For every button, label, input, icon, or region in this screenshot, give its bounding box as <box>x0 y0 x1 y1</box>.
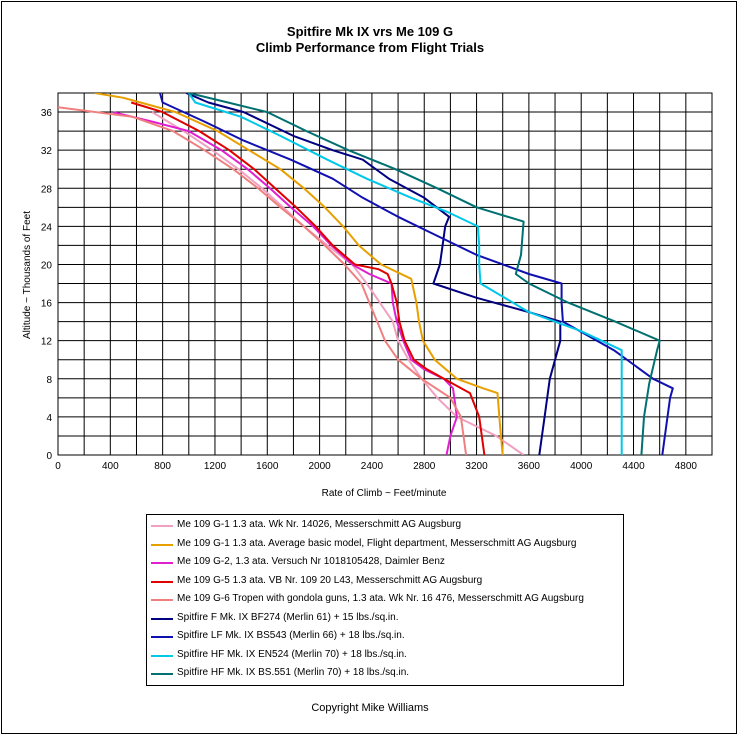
legend-label: Me 109 G-5 1.3 ata. VB Nr. 109 20 L43, M… <box>177 574 483 586</box>
legend-label: Me 109 G-6 Tropen with gondola guns, 1.3… <box>177 593 584 604</box>
legend-label: Spitfire F Mk. IX BF274 (Merlin 61) + 15… <box>177 611 399 623</box>
series-lines <box>58 93 674 455</box>
y-tick-label: 36 <box>41 108 53 119</box>
legend-swatch <box>151 580 173 583</box>
legend-swatch <box>151 673 173 675</box>
x-tick-label: 3200 <box>465 461 488 472</box>
series-line-7 <box>159 93 674 455</box>
copyright-text: Copyright Mike Williams <box>311 702 429 714</box>
x-tick-label: 1600 <box>256 461 279 472</box>
chart-subtitle: Climb Performance from Flight Trials <box>255 40 485 55</box>
x-tick-label: 2400 <box>361 461 384 472</box>
legend-item: Me 109 G-5 1.3 ata. VB Nr. 109 20 L43, M… <box>147 574 623 590</box>
y-tick-label: 8 <box>46 375 52 386</box>
y-tick-label: 20 <box>41 260 53 271</box>
legend-swatch <box>151 543 173 546</box>
y-tick-label: 0 <box>46 451 52 462</box>
legend-item: Me 109 G-6 Tropen with gondola guns, 1.3… <box>147 592 623 608</box>
series-line-8 <box>187 93 623 455</box>
legend-swatch <box>151 617 173 620</box>
y-axis-label: Altitude ~ Thousands of Feet <box>22 211 33 339</box>
x-tick-label: 2800 <box>413 461 436 472</box>
legend: Me 109 G-1 1.3 ata. Wk Nr. 14026, Messer… <box>146 514 624 686</box>
legend-label: Spitfire LF Mk. IX BS543 (Merlin 66) + 1… <box>177 630 405 641</box>
y-tick-label: 24 <box>41 222 53 233</box>
legend-label: Spitfire HF Mk. IX BS.551 (Merlin 70) + … <box>177 667 410 678</box>
legend-item: Me 109 G-2, 1.3 ata. Versuch Nr 10181054… <box>147 555 623 571</box>
x-tick-label: 2000 <box>308 461 331 472</box>
y-tick-label: 28 <box>41 184 53 195</box>
x-tick-label: 3600 <box>518 461 541 472</box>
x-axis-label: Rate of Climb ~ Feet/minute <box>322 488 447 499</box>
chart-title: Spitfire Mk IX vrs Me 109 G <box>286 24 454 39</box>
legend-label: Me 109 G-1 1.3 ata. Wk Nr. 14026, Messer… <box>177 519 462 530</box>
series-line-6 <box>185 93 562 455</box>
legend-swatch <box>151 525 173 527</box>
plot-area <box>57 92 713 456</box>
y-tick-label: 16 <box>41 299 53 310</box>
y-tick-label: 4 <box>46 413 52 424</box>
series-line-1 <box>151 111 525 455</box>
legend-swatch <box>151 636 173 638</box>
series-line-5 <box>58 106 468 455</box>
legend-item: Spitfire F Mk. IX BF274 (Merlin 61) + 15… <box>147 611 623 627</box>
series-line-2 <box>94 93 504 455</box>
legend-item: Spitfire HF Mk. IX BS.551 (Merlin 70) + … <box>147 666 623 682</box>
grid <box>57 92 713 456</box>
legend-label: Spitfire HF Mk. IX EN524 (Merlin 70) + 1… <box>177 648 407 660</box>
x-tick-label: 4400 <box>622 461 645 472</box>
legend-label: Me 109 G-2, 1.3 ata. Versuch Nr 10181054… <box>177 556 445 567</box>
legend-label: Me 109 G-1 1.3 ata. Average basic model,… <box>177 537 577 549</box>
legend-item: Spitfire LF Mk. IX BS543 (Merlin 66) + 1… <box>147 629 623 645</box>
x-tick-label: 400 <box>102 461 119 472</box>
tick-labels: 0 400 800 1200 1600 2000 2400 2800 3200 3600 4000 4… <box>41 108 698 472</box>
legend-item: Me 109 G-1 1.3 ata. Average basic model,… <box>147 537 623 553</box>
x-tick-label: 0 <box>55 461 61 472</box>
series-line-4 <box>130 101 486 455</box>
x-tick-label: 4000 <box>570 461 593 472</box>
x-tick-label: 800 <box>154 461 171 472</box>
series-line-3 <box>112 111 458 455</box>
legend-swatch <box>151 654 173 657</box>
y-tick-label: 12 <box>41 337 53 348</box>
legend-item: Spitfire HF Mk. IX EN524 (Merlin 70) + 1… <box>147 648 623 664</box>
chart-plot: 0 400 800 1200 1600 2000 2400 2800 3200 3600 4000 4… <box>22 92 713 499</box>
legend-swatch <box>151 562 173 564</box>
x-tick-label: 1200 <box>204 461 227 472</box>
x-tick-label: 4800 <box>675 461 698 472</box>
y-tick-label: 32 <box>41 146 53 157</box>
legend-item: Me 109 G-1 1.3 ata. Wk Nr. 14026, Messer… <box>147 518 623 534</box>
legend-swatch <box>151 599 173 601</box>
series-line-9 <box>188 93 661 455</box>
